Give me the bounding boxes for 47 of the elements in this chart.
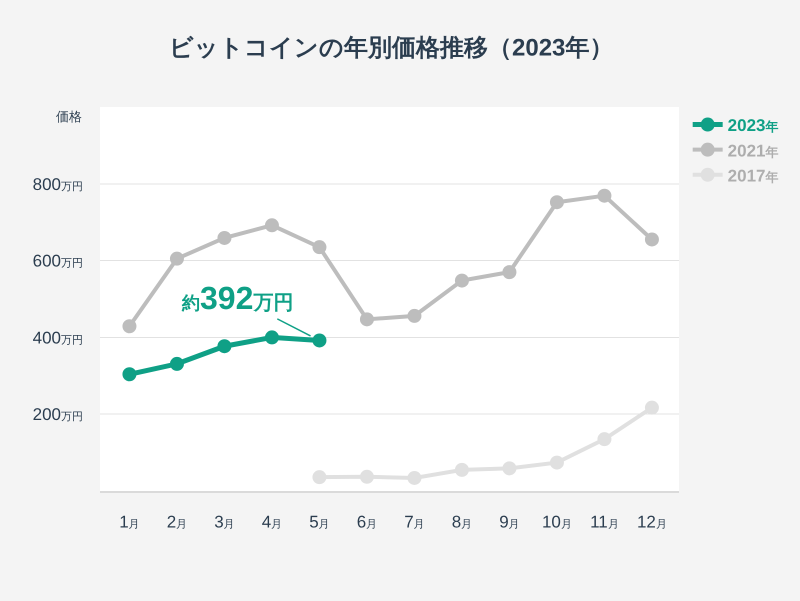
x-tick-label: 12月: [636, 512, 667, 532]
x-tick-label: 1月: [119, 512, 140, 532]
point: [597, 188, 612, 203]
chart-title: ビットコインの年別価格推移（2023年）: [169, 34, 614, 62]
legend-label: 2021年: [728, 141, 779, 160]
y-tick-label: 600万円: [32, 252, 83, 271]
y-tick-label: 200万円: [32, 405, 83, 424]
point: [550, 456, 564, 470]
point: [644, 232, 659, 246]
point: [407, 308, 422, 323]
point: [360, 312, 374, 326]
point: [122, 367, 136, 382]
annotation: 約392万円: [181, 280, 294, 316]
x-tick-label: 11月: [590, 512, 619, 532]
legend-label: 2017年: [728, 166, 779, 186]
point: [217, 230, 232, 245]
x-tick-label: 6月: [356, 512, 378, 532]
point: [407, 470, 422, 485]
point: [454, 274, 469, 288]
point: [597, 432, 612, 446]
point: [170, 252, 184, 266]
y-tick-label: 800万円: [32, 174, 83, 194]
point: [360, 470, 374, 484]
point: [644, 400, 659, 415]
x-tick-label: 5月: [309, 512, 330, 532]
legend-label: 2023年: [728, 116, 779, 136]
y-tick-label: 400万円: [32, 328, 83, 348]
point: [312, 470, 326, 484]
point: [454, 462, 469, 477]
x-tick-label: 10月: [542, 512, 572, 532]
y-axis-title: 価格: [56, 109, 82, 124]
point: [264, 218, 279, 232]
point: [312, 240, 326, 254]
x-tick-label: 8月: [452, 512, 472, 532]
point: [170, 356, 184, 371]
x-tick-label: 9月: [499, 512, 520, 532]
point: [502, 265, 516, 280]
point: [217, 339, 232, 354]
point: [312, 333, 326, 348]
x-tick-label: 2月: [166, 512, 188, 532]
x-tick-label: 7月: [404, 512, 425, 532]
x-tick-label: 3月: [214, 512, 235, 532]
x-tick-label: 4月: [262, 512, 282, 532]
point: [122, 319, 136, 334]
point: [550, 195, 564, 210]
point: [264, 330, 279, 344]
point: [502, 461, 516, 476]
